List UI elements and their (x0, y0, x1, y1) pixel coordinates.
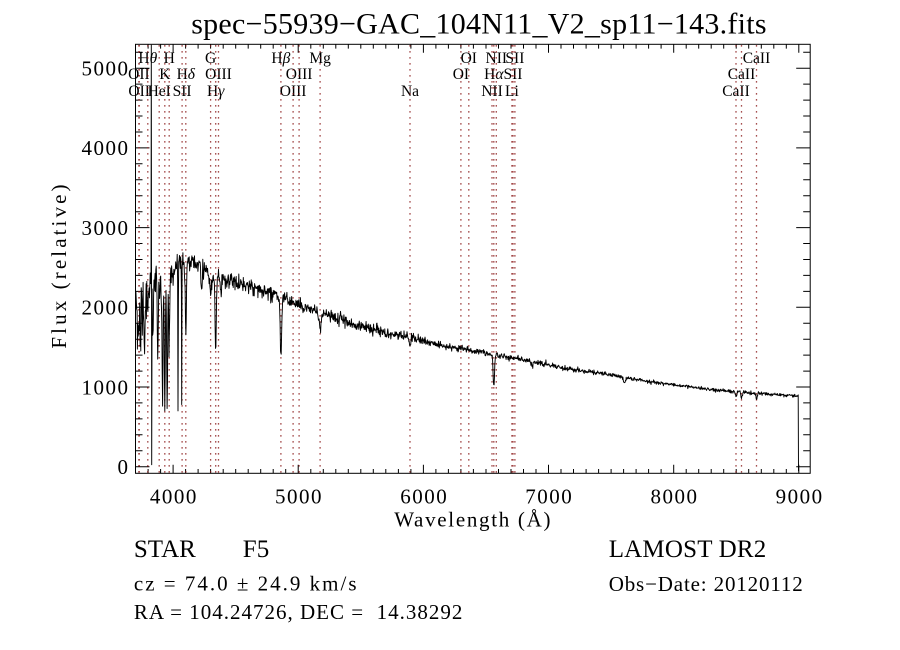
svg-text:SII: SII (504, 66, 523, 83)
svg-text:5000: 5000 (275, 485, 323, 509)
svg-text:OII: OII (128, 83, 150, 100)
svg-text:CaII: CaII (722, 83, 750, 100)
svg-text:LAMOST DR2: LAMOST DR2 (609, 536, 767, 563)
svg-text:Obs−Date: 20120112: Obs−Date: 20120112 (609, 572, 804, 596)
svg-text:Hβ: Hβ (271, 50, 290, 67)
svg-text:OI: OI (453, 66, 469, 83)
svg-text:2000: 2000 (82, 296, 130, 320)
svg-text:1000: 1000 (82, 375, 130, 399)
svg-text:Hγ: Hγ (207, 83, 225, 100)
svg-text:cz = 74.0 ± 24.9 km/s: cz = 74.0 ± 24.9 km/s (134, 572, 359, 596)
svg-text:9000: 9000 (776, 485, 824, 509)
svg-text:0: 0 (118, 455, 130, 479)
svg-text:Flux (relative): Flux (relative) (47, 181, 71, 348)
svg-text:G: G (205, 50, 216, 67)
svg-text:Hα: Hα (484, 66, 504, 83)
svg-text:SII: SII (505, 50, 524, 67)
svg-text:7000: 7000 (525, 485, 573, 509)
svg-text:Hδ: Hδ (177, 66, 196, 83)
svg-text:RA = 104.24726, DEC = 14.3829: RA = 104.24726, DEC = 14.38292 (134, 600, 463, 624)
svg-text:OIII: OIII (280, 83, 307, 100)
svg-text:Mg: Mg (309, 50, 331, 67)
svg-text:SII: SII (173, 83, 192, 100)
svg-text:F5: F5 (243, 536, 269, 563)
svg-text:NII: NII (486, 50, 508, 67)
svg-text:6000: 6000 (400, 485, 448, 509)
svg-text:OI: OI (461, 50, 477, 67)
svg-text:4000: 4000 (150, 485, 198, 509)
svg-text:spec−55939−GAC_104N11_V2_sp11−: spec−55939−GAC_104N11_V2_sp11−143.fits (191, 8, 767, 41)
svg-text:OIII: OIII (205, 66, 232, 83)
svg-text:CaII: CaII (743, 50, 771, 67)
svg-text:8000: 8000 (651, 485, 699, 509)
svg-text:H: H (164, 50, 175, 67)
svg-text:CaII: CaII (728, 66, 756, 83)
svg-text:OII: OII (128, 66, 150, 83)
svg-text:5000: 5000 (82, 57, 130, 81)
svg-text:HeI: HeI (148, 83, 171, 100)
svg-text:4000: 4000 (82, 136, 130, 160)
svg-text:Hθ: Hθ (138, 50, 157, 67)
svg-text:NII: NII (481, 83, 503, 100)
svg-text:Na: Na (401, 83, 419, 100)
svg-text:OIII: OIII (286, 66, 313, 83)
svg-text:Li: Li (505, 83, 519, 100)
svg-text:3000: 3000 (82, 216, 130, 240)
svg-text:K: K (159, 66, 171, 83)
svg-text:Wavelength (Å): Wavelength (Å) (394, 508, 552, 532)
svg-text:STAR: STAR (134, 536, 196, 563)
